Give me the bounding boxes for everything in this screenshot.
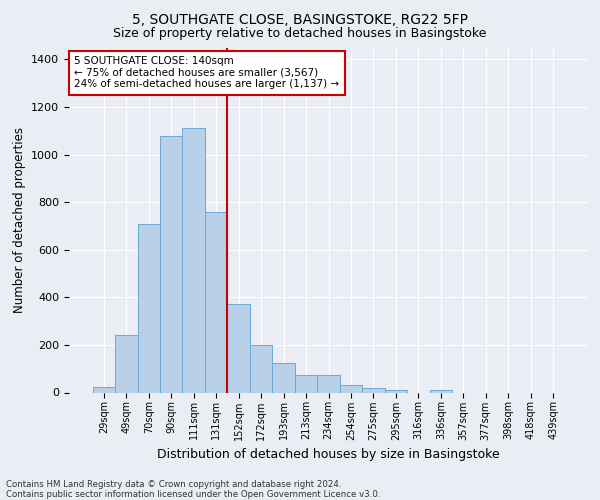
Text: Size of property relative to detached houses in Basingstoke: Size of property relative to detached ho…	[113, 28, 487, 40]
Text: Contains public sector information licensed under the Open Government Licence v3: Contains public sector information licen…	[6, 490, 380, 499]
Text: 5, SOUTHGATE CLOSE, BASINGSTOKE, RG22 5FP: 5, SOUTHGATE CLOSE, BASINGSTOKE, RG22 5F…	[132, 12, 468, 26]
Bar	[430, 390, 452, 392]
Bar	[272, 363, 295, 392]
X-axis label: Distribution of detached houses by size in Basingstoke: Distribution of detached houses by size …	[157, 448, 500, 461]
Bar	[362, 388, 385, 392]
Bar	[295, 374, 317, 392]
Text: Contains HM Land Registry data © Crown copyright and database right 2024.: Contains HM Land Registry data © Crown c…	[6, 480, 341, 489]
Bar	[227, 304, 250, 392]
Bar	[137, 224, 160, 392]
Bar	[160, 136, 182, 392]
Bar	[115, 336, 137, 392]
Bar	[205, 212, 227, 392]
Y-axis label: Number of detached properties: Number of detached properties	[13, 127, 26, 313]
Bar	[317, 374, 340, 392]
Bar	[385, 390, 407, 392]
Text: 5 SOUTHGATE CLOSE: 140sqm
← 75% of detached houses are smaller (3,567)
24% of se: 5 SOUTHGATE CLOSE: 140sqm ← 75% of detac…	[74, 56, 340, 90]
Bar	[92, 386, 115, 392]
Bar	[250, 345, 272, 393]
Bar	[182, 128, 205, 392]
Bar	[340, 386, 362, 392]
